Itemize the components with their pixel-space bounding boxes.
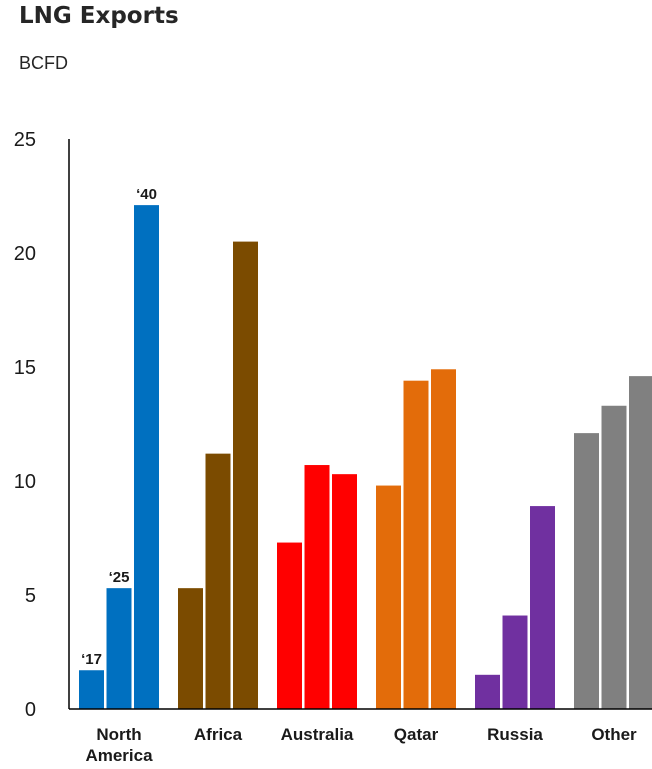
x-tick-label: Russia [487, 725, 543, 744]
x-tick-label: North [96, 725, 141, 744]
series-label: ‘40 [136, 186, 157, 203]
series-label: ‘17 [81, 651, 102, 668]
bar [431, 369, 456, 709]
y-tick-label: 5 [25, 585, 36, 607]
bar [574, 433, 599, 709]
x-tick-label: Africa [194, 725, 243, 744]
bar [376, 485, 401, 709]
series-label: ‘25 [109, 569, 130, 586]
bar [332, 474, 357, 709]
bar [106, 588, 132, 709]
bar [502, 615, 528, 709]
chart-title: LNG Exports [19, 3, 179, 29]
chart-subtitle: BCFD [19, 53, 68, 73]
bar [475, 674, 500, 709]
bar [178, 588, 203, 709]
x-tick-label: Australia [281, 725, 354, 744]
y-tick-label: 10 [14, 471, 36, 493]
bar [134, 205, 159, 709]
y-tick-label: 15 [14, 357, 36, 379]
y-tick-label: 25 [14, 129, 36, 151]
bar [629, 376, 652, 709]
bar [233, 241, 258, 709]
bar [530, 506, 555, 709]
bar [79, 670, 104, 709]
bar [601, 405, 627, 709]
x-tick-label: America [85, 746, 153, 765]
bar [304, 465, 330, 709]
x-tick-label: Other [591, 725, 637, 744]
y-tick-label: 0 [25, 699, 36, 721]
bar [403, 380, 429, 709]
bar [277, 542, 302, 709]
y-tick-label: 20 [14, 243, 36, 265]
x-tick-label: Qatar [394, 725, 439, 744]
bar [205, 453, 231, 709]
